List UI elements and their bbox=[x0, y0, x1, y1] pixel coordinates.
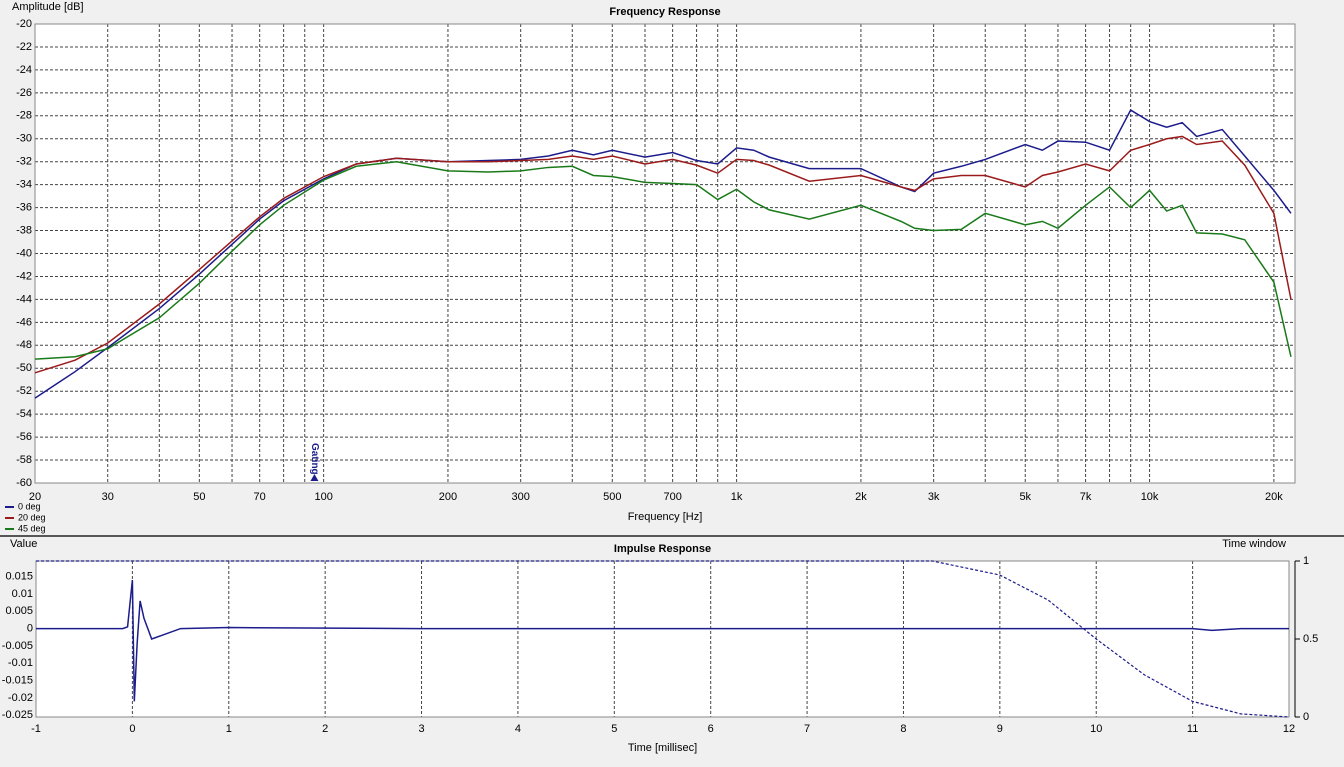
x-tick-label: 7 bbox=[804, 723, 810, 735]
series-line bbox=[34, 160, 1292, 360]
legend-label: 20 deg bbox=[18, 512, 46, 522]
y-tick-label: -34 bbox=[16, 179, 32, 191]
x-tick-label: 20 bbox=[29, 491, 41, 503]
x-tick-label: 4 bbox=[515, 723, 521, 735]
y-tick-label: 0.015 bbox=[5, 571, 33, 583]
y-tick-label: -0.02 bbox=[8, 692, 33, 704]
y2-tick-label: 1 bbox=[1303, 555, 1309, 567]
plot-area bbox=[36, 561, 1289, 717]
y-tick-label: -26 bbox=[16, 87, 32, 99]
x-tick-label: 1k bbox=[731, 491, 743, 503]
y-tick-label: 0.005 bbox=[5, 605, 33, 617]
y-tick-label: -50 bbox=[16, 362, 32, 374]
x-tick-label: 70 bbox=[254, 491, 266, 503]
x-tick-label: 500 bbox=[603, 491, 621, 503]
y2-axis-label: Time window bbox=[1222, 538, 1286, 550]
x-tick-label: 2 bbox=[322, 723, 328, 735]
y-tick-label: -30 bbox=[16, 133, 32, 145]
legend-label: 0 deg bbox=[18, 501, 41, 511]
y-tick-label: -24 bbox=[16, 64, 32, 76]
y-tick-label: -40 bbox=[16, 247, 32, 259]
series-line bbox=[34, 135, 1292, 374]
x-tick-label: 30 bbox=[102, 491, 114, 503]
y-tick-label: -32 bbox=[16, 156, 32, 168]
x-tick-label: 7k bbox=[1080, 491, 1092, 503]
y-tick-label: -48 bbox=[16, 339, 32, 351]
y2-tick-label: 0 bbox=[1303, 711, 1309, 723]
x-axis-label: Time [millisec] bbox=[628, 742, 697, 754]
y-tick-label: -58 bbox=[16, 454, 32, 466]
y-tick-label: -56 bbox=[16, 431, 32, 443]
y-tick-label: -0.025 bbox=[2, 709, 33, 721]
y-tick-label: -38 bbox=[16, 224, 32, 236]
x-tick-label: 10k bbox=[1141, 491, 1159, 503]
y-tick-label: 0 bbox=[27, 623, 33, 635]
x-tick-label: -1 bbox=[31, 723, 41, 735]
y-tick-label: -22 bbox=[16, 41, 32, 53]
y-tick-label: -52 bbox=[16, 385, 32, 397]
series-line bbox=[36, 579, 1289, 702]
x-tick-label: 5 bbox=[611, 723, 617, 735]
x-tick-label: 1 bbox=[226, 723, 232, 735]
y-tick-label: -20 bbox=[16, 18, 32, 30]
x-tick-label: 8 bbox=[900, 723, 906, 735]
x-tick-label: 3k bbox=[928, 491, 940, 503]
x-axis-label: Frequency [Hz] bbox=[628, 511, 703, 523]
y-tick-label: -28 bbox=[16, 110, 32, 122]
x-tick-label: 11 bbox=[1187, 723, 1198, 735]
x-tick-label: 5k bbox=[1019, 491, 1031, 503]
y2-tick-label: 0.5 bbox=[1303, 633, 1318, 645]
x-tick-label: 20k bbox=[1265, 491, 1283, 503]
y-tick-label: -0.005 bbox=[2, 640, 33, 652]
legend-label: 45 deg bbox=[18, 523, 46, 533]
x-tick-label: 2k bbox=[855, 491, 867, 503]
x-tick-label: 9 bbox=[997, 723, 1003, 735]
x-tick-label: 300 bbox=[511, 491, 529, 503]
series-line bbox=[36, 560, 1290, 718]
annotation-marker bbox=[310, 474, 319, 481]
x-tick-label: 700 bbox=[663, 491, 681, 503]
x-tick-label: 50 bbox=[193, 491, 205, 503]
y-axis-label: Value bbox=[10, 538, 37, 550]
y-tick-label: -44 bbox=[16, 293, 32, 305]
y-tick-label: -36 bbox=[16, 202, 32, 214]
annotation-text: Gating bbox=[309, 443, 320, 475]
x-tick-label: 100 bbox=[314, 491, 332, 503]
x-tick-label: 12 bbox=[1283, 723, 1295, 735]
x-tick-label: 0 bbox=[129, 723, 135, 735]
chart-title: Impulse Response bbox=[614, 543, 711, 555]
y-tick-label: -46 bbox=[16, 316, 32, 328]
x-tick-label: 6 bbox=[708, 723, 714, 735]
series-line bbox=[34, 109, 1292, 399]
x-tick-label: 3 bbox=[418, 723, 424, 735]
y-tick-label: -60 bbox=[16, 477, 32, 489]
y-tick-label: -42 bbox=[16, 270, 32, 282]
y-tick-label: -0.015 bbox=[2, 675, 33, 687]
y-tick-label: -54 bbox=[16, 408, 32, 420]
y-axis-label: Amplitude [dB] bbox=[12, 1, 84, 13]
x-tick-label: 10 bbox=[1090, 723, 1102, 735]
plot-frame bbox=[34, 23, 1296, 484]
y-tick-label: -0.01 bbox=[8, 657, 33, 669]
x-tick-label: 200 bbox=[439, 491, 457, 503]
y-tick-label: 0.01 bbox=[12, 588, 33, 600]
chart-title: Frequency Response bbox=[609, 6, 720, 18]
